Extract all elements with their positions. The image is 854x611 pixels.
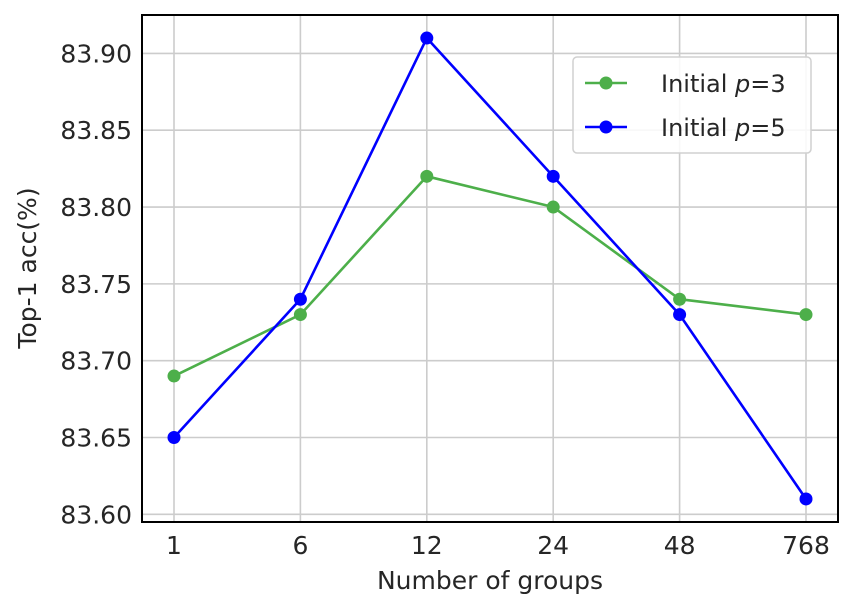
data-point [673, 292, 687, 306]
x-tick-label: 1 [166, 531, 182, 560]
data-point [293, 308, 307, 322]
data-point [799, 492, 813, 506]
series-line [173, 36, 808, 500]
legend-box [572, 56, 812, 154]
x-axis-label: Number of groups [377, 566, 603, 595]
data-point [293, 292, 307, 306]
y-tick-label: 83.85 [60, 116, 132, 145]
data-point [546, 200, 560, 214]
data-point [167, 369, 181, 383]
y-tick-label: 83.75 [60, 270, 132, 299]
y-axis-label: Top-1 acc(%) [13, 187, 42, 349]
plot-frame [141, 14, 839, 523]
y-tick-label: 83.80 [60, 193, 132, 222]
legend-label: Initial p=5 [661, 114, 786, 142]
data-point [546, 169, 560, 183]
x-tick-label: 768 [782, 531, 830, 560]
series-line [173, 175, 807, 378]
y-tick-label: 83.60 [60, 500, 132, 529]
data-point [167, 431, 181, 444]
series-1 [167, 169, 813, 383]
y-tick-label: 83.70 [60, 347, 132, 376]
legend: Initial p=3 Initial p=5 [572, 56, 812, 154]
legend-marker [599, 76, 613, 90]
x-tick-label: 12 [411, 531, 443, 560]
y-tick-labels: 83.60 83.65 83.70 83.75 83.80 83.85 83.90 [60, 39, 132, 529]
legend-label: Initial p=3 [661, 70, 786, 98]
data-point [673, 308, 687, 322]
series-layer [167, 31, 813, 506]
data-point [420, 169, 434, 183]
data-point [420, 31, 434, 45]
x-tick-label: 6 [292, 531, 308, 560]
x-tick-labels: 1 6 12 24 48 768 [166, 531, 830, 560]
y-tick-label: 83.65 [60, 424, 132, 453]
legend-marker [599, 120, 613, 134]
data-point [799, 308, 813, 322]
y-tick-label: 83.90 [60, 39, 132, 68]
x-tick-label: 48 [664, 531, 696, 560]
x-tick-label: 24 [537, 531, 569, 560]
series-2 [167, 31, 813, 506]
